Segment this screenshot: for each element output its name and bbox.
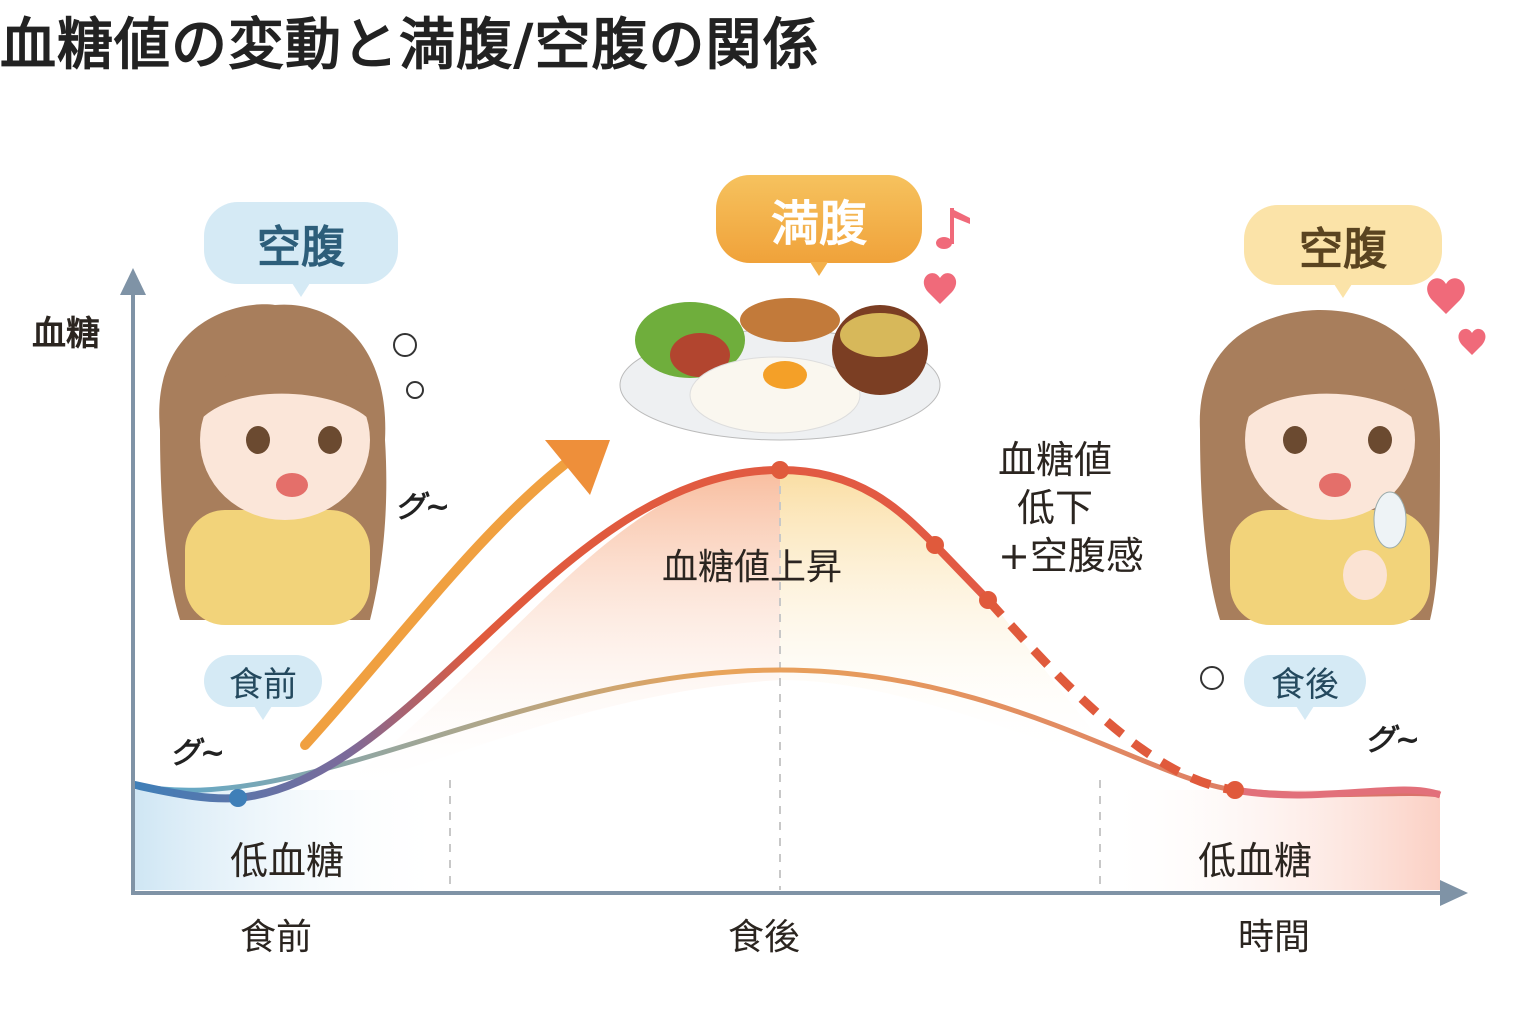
- heart-icon: [923, 273, 1486, 355]
- bubble-hungry-right: 空腹: [1244, 205, 1442, 298]
- drop-label: 血糖値 低下 +空腹感: [980, 436, 1150, 580]
- music-note-icon: [936, 208, 970, 249]
- puff-icon: [393, 333, 1224, 690]
- blood-sugar-curve-tail: [1234, 786, 1442, 799]
- stomach-sound-1: グ~: [395, 490, 451, 525]
- x-tick-before-meal: 食前: [240, 917, 313, 958]
- curve-points: [229, 461, 1244, 807]
- y-axis-label: 血糖: [32, 314, 100, 354]
- x-tick-after-meal: 食後: [728, 917, 801, 958]
- drop-label-line3: +空腹感: [998, 534, 1144, 578]
- low-sugar-right: 低血糖: [1198, 839, 1313, 883]
- low-zone-left: [135, 790, 450, 890]
- rise-fill-area: [330, 470, 780, 795]
- meal-plate-illustration: [619, 298, 941, 441]
- rise-arrow: [300, 440, 610, 750]
- rise-label: 血糖値上昇: [662, 547, 843, 588]
- girl-hungry-illustration: [159, 304, 387, 625]
- bubble-before-meal: 食前: [204, 655, 322, 720]
- low-zone-right: [1100, 790, 1440, 890]
- stomach-sound-3: グ~: [1365, 723, 1421, 758]
- x-tick-time: 時間: [1238, 917, 1311, 958]
- bubble-full: 満腹: [716, 175, 922, 276]
- bubble-hungry-left: 空腹: [204, 202, 398, 297]
- drop-label-line2: 低下: [1016, 486, 1093, 530]
- page-title: 血糖値の変動と満腹/空腹の関係: [0, 13, 820, 78]
- low-sugar-left: 低血糖: [230, 839, 345, 883]
- axes: [120, 268, 1468, 906]
- girl-with-spoon-illustration: [1199, 310, 1440, 625]
- grid-dividers: [449, 470, 1101, 890]
- drop-label-line1: 血糖値: [997, 438, 1112, 482]
- blood-sugar-curve: [131, 465, 992, 803]
- stomach-sound-2: グ~: [170, 736, 226, 771]
- bubble-after-meal: 食後: [1244, 655, 1366, 720]
- blood-sugar-curve-dashed: [984, 596, 1236, 795]
- fall-fill-area: [780, 470, 1100, 760]
